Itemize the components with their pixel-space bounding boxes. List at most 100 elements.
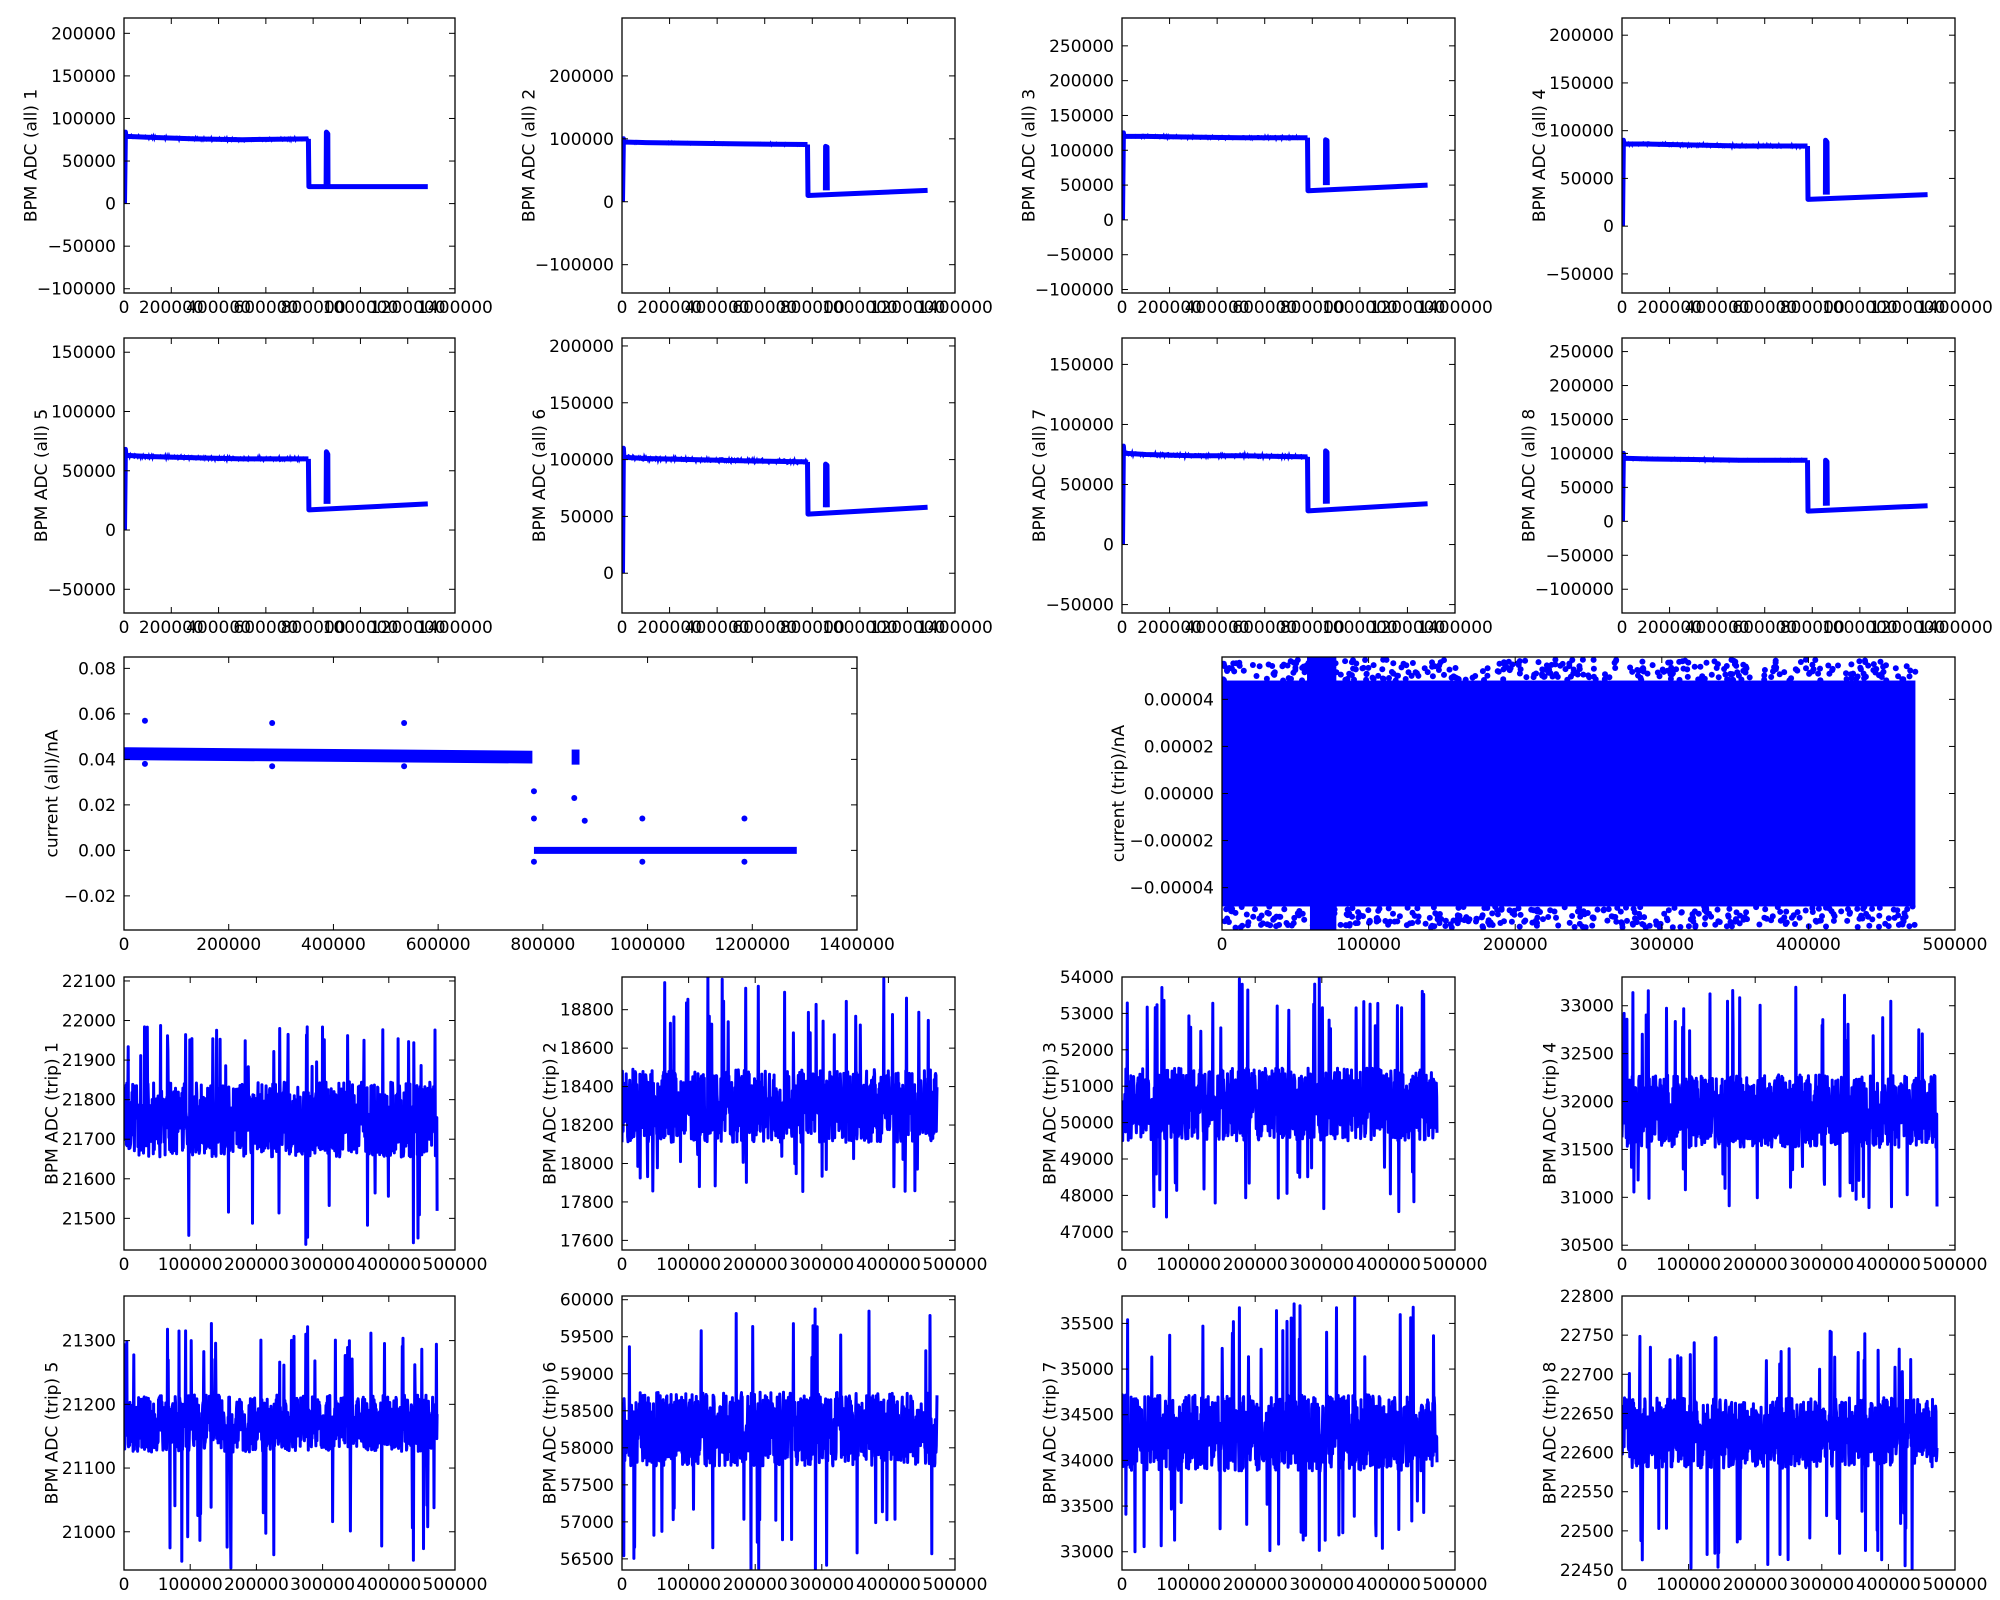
scatter-point xyxy=(1857,664,1864,671)
scatter-point xyxy=(1454,675,1461,682)
x-tick-label: 100000 xyxy=(656,1575,721,1595)
y-tick-label: 21700 xyxy=(62,1130,116,1150)
scatter-point xyxy=(1891,914,1898,921)
scatter-point xyxy=(1287,658,1294,665)
y-tick-label: 21200 xyxy=(62,1395,116,1415)
x-tick-label: 500000 xyxy=(423,1575,488,1595)
scatter-point xyxy=(1721,666,1728,672)
y-tick-label: 34000 xyxy=(1060,1451,1114,1471)
scatter-point xyxy=(1436,911,1443,917)
x-tick-label: 300000 xyxy=(1789,1575,1854,1595)
scatter-point xyxy=(1657,920,1664,927)
scatter-point xyxy=(1231,668,1238,675)
subplot-adc_trip_5: 0 100000 200000 300000 400000 500000 21000 2110… xyxy=(43,1295,488,1595)
scatter-point xyxy=(1826,670,1833,677)
y-tick-label: 0 xyxy=(1603,217,1614,237)
trip-series-line xyxy=(1122,1296,1439,1554)
x-tick-label: 200000 xyxy=(224,1575,289,1595)
axes-frame xyxy=(123,656,858,931)
scatter-point xyxy=(1473,918,1479,925)
scatter-point xyxy=(1350,665,1357,672)
scatter-point xyxy=(1853,675,1860,682)
scatter-point xyxy=(1713,665,1720,671)
x-tick-label: 600000 xyxy=(233,298,298,318)
x-tick-label: 500000 xyxy=(923,1255,988,1275)
scatter-point xyxy=(1815,905,1822,912)
scatter-point xyxy=(1911,921,1918,928)
trip-series-line xyxy=(1122,977,1439,1219)
scatter-point xyxy=(1761,672,1768,679)
axes-frame xyxy=(123,1295,456,1571)
y-tick-label: 150000 xyxy=(1549,410,1614,430)
y-tick-label: 0.00002 xyxy=(1144,737,1214,757)
series-line-2 xyxy=(1822,137,1830,195)
scatter-point xyxy=(1285,675,1292,682)
y-axis-label: BPM ADC (all) 4 xyxy=(1530,89,1550,222)
x-tick-label: 100000 xyxy=(158,1255,223,1275)
scatter-point xyxy=(1579,657,1586,663)
scatter-point-8 xyxy=(530,858,537,865)
scatter-point xyxy=(1792,666,1799,673)
scatter-point xyxy=(1812,657,1819,663)
y-tick-label: 50000 xyxy=(1060,176,1114,196)
scatter-point xyxy=(1743,909,1750,916)
y-tick-label: 0 xyxy=(1103,211,1114,231)
scatter-point xyxy=(1636,910,1643,917)
y-tick-label: 18600 xyxy=(560,1039,614,1059)
scatter-point xyxy=(1570,670,1577,677)
scatter-point xyxy=(1781,669,1788,676)
subplot-adc_all_5: 0 200000400000600000800000100000012000001… xyxy=(32,337,493,638)
scatter-point xyxy=(1639,921,1646,927)
x-tick-label: 0 xyxy=(1117,298,1128,318)
x-tick-label: 1200000 xyxy=(370,618,446,638)
y-tick-label: 21600 xyxy=(62,1170,116,1190)
scatter-point xyxy=(1903,663,1910,670)
x-tick-label: 1000000 xyxy=(323,298,399,318)
axes-frame xyxy=(1121,337,1456,614)
y-tick-label: 31500 xyxy=(1560,1140,1614,1160)
x-tick-label: 300000 xyxy=(1289,1255,1354,1275)
scatter-point xyxy=(1880,668,1887,675)
scatter-point xyxy=(1850,670,1857,677)
scatter-point xyxy=(1661,910,1668,917)
scatter-point xyxy=(1517,911,1524,918)
x-tick-label: 0 xyxy=(119,618,130,638)
y-tick-label: 22450 xyxy=(1560,1561,1614,1581)
subplot-adc_all_8: 0 200000400000600000800000100000012000001… xyxy=(1520,337,1993,638)
y-tick-label: 0 xyxy=(603,564,614,584)
scatter-point xyxy=(1480,924,1487,930)
x-tick-label: 1400000 xyxy=(1917,298,1993,318)
x-tick-label: 0 xyxy=(1117,618,1128,638)
series-line-2 xyxy=(1322,137,1330,186)
y-tick-label: 100000 xyxy=(549,451,614,471)
x-tick-label: 600000 xyxy=(406,935,471,955)
scatter-point xyxy=(1848,661,1855,668)
y-tick-label: 0.00000 xyxy=(1144,785,1214,805)
scatter-point xyxy=(1844,917,1851,924)
scatter-point xyxy=(1862,659,1869,666)
x-tick-label: 400000 xyxy=(856,1255,921,1275)
x-tick-label: 600000 xyxy=(1232,618,1297,638)
scatter-point xyxy=(1876,923,1882,930)
scatter-point xyxy=(1906,673,1913,680)
plot-area xyxy=(1222,657,1919,930)
axes-frame xyxy=(1121,17,1456,294)
scatter-point xyxy=(1606,674,1613,681)
scatter-point xyxy=(1856,658,1863,665)
scatter-point xyxy=(1375,917,1382,924)
x-tick-label: 0 xyxy=(1617,618,1628,638)
scatter-band-0 xyxy=(124,747,533,764)
scatter-point xyxy=(1299,677,1305,684)
x-tick-label: 1200000 xyxy=(1370,298,1446,318)
scatter-point xyxy=(1701,921,1708,928)
series-line-1 xyxy=(305,138,428,190)
x-tick-label: 0 xyxy=(119,1255,130,1275)
x-tick-label: 1400000 xyxy=(917,618,993,638)
scatter-point xyxy=(1506,907,1513,914)
scatter-point xyxy=(1649,662,1656,669)
scatter-point xyxy=(1446,666,1453,673)
y-tick-label: −50000 xyxy=(48,580,116,600)
y-tick-label: 0 xyxy=(105,521,116,541)
x-tick-label: 500000 xyxy=(923,1575,988,1595)
scatter-point xyxy=(1442,917,1449,924)
